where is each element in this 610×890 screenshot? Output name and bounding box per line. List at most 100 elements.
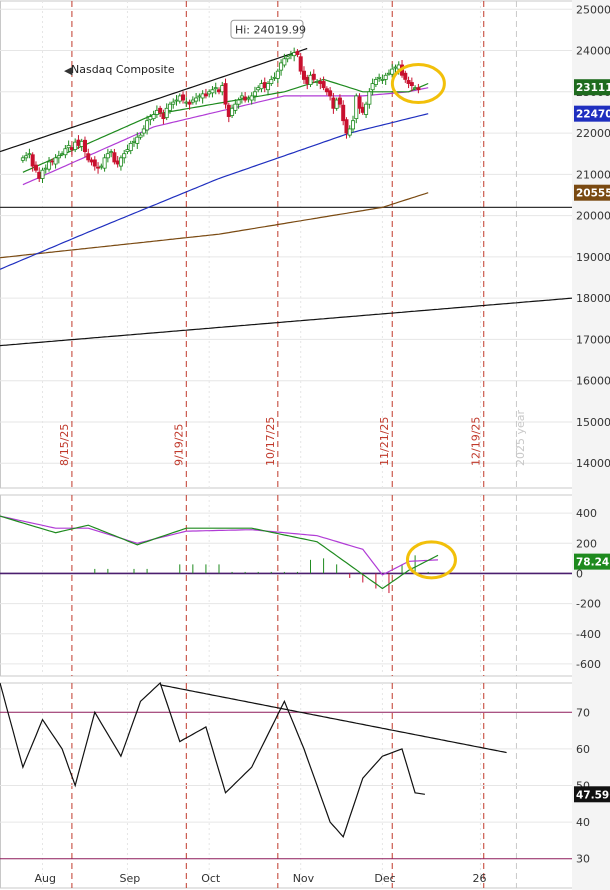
candle-body (194, 97, 199, 102)
candle-body (285, 56, 290, 60)
upper-trend-line (0, 47, 308, 153)
candle-body (220, 85, 225, 93)
candle-body (79, 140, 84, 147)
candle-body (102, 157, 107, 169)
main-y-tick: 25000 (576, 3, 610, 16)
macd-y-tick: -200 (576, 598, 601, 611)
candle-body (30, 154, 35, 167)
candle-body (20, 157, 25, 161)
lower-trend-line (0, 297, 573, 347)
candle-body (60, 153, 65, 156)
x-axis-label: Dec (374, 872, 395, 885)
chart-title: Nasdaq Composite (71, 63, 175, 76)
main-y-tick: 16000 (576, 375, 610, 388)
event-line-label: 11/21/25 (378, 417, 391, 466)
rsi-y-tick: 60 (576, 743, 590, 756)
candle-body (262, 82, 267, 89)
candle-body (390, 68, 395, 75)
candle-body (380, 79, 385, 81)
macd-pane-frame (0, 494, 573, 677)
macd-y-tick: -600 (576, 658, 601, 671)
candle-body (135, 136, 140, 144)
candle-body (324, 88, 329, 93)
candle-body (246, 97, 251, 100)
rsi-line (0, 681, 425, 838)
candle-body (99, 165, 104, 168)
candle-body (73, 141, 78, 150)
candle-body (373, 79, 378, 85)
candle-body (115, 160, 120, 165)
candle-body (203, 93, 208, 97)
candle-body (266, 83, 271, 91)
candle-body (233, 103, 238, 111)
price-tag (574, 184, 610, 201)
candle-body (230, 107, 235, 116)
macd-y-tick: 0 (576, 567, 583, 580)
x-axis-label: Sep (119, 872, 140, 885)
candle-body (161, 113, 166, 120)
macd-line (0, 515, 439, 590)
price-tag (574, 79, 610, 96)
candle-body (318, 81, 323, 84)
candle-body (92, 159, 97, 167)
candle-body (275, 70, 280, 79)
x-axis-label: Aug (34, 872, 55, 885)
candle-body (82, 139, 87, 153)
y-axis-strip (572, 0, 610, 890)
candle-body (89, 159, 94, 163)
main-y-tick: 24000 (576, 45, 610, 58)
macd-value-tag (574, 553, 610, 570)
candle-body (301, 70, 306, 80)
candle-body (210, 89, 215, 94)
candle-body (138, 134, 143, 138)
candle-body (207, 91, 212, 95)
candle-body (331, 97, 336, 109)
x-axis-label: 26 (472, 872, 486, 885)
main-y-tick: 14000 (576, 457, 610, 470)
candle-body (125, 149, 130, 153)
candle-body (416, 87, 421, 91)
candle-body (47, 161, 52, 170)
candle-body (308, 74, 313, 85)
candle-body (174, 99, 179, 102)
price-tag-text: 20555. (576, 188, 610, 200)
candle-body (383, 74, 388, 80)
candle-body (249, 95, 254, 101)
candle-body (154, 109, 159, 115)
candle-body (184, 101, 189, 104)
main-y-tick: 19000 (576, 251, 610, 264)
sma-brown-line (0, 192, 429, 259)
main-y-tick: 22000 (576, 127, 610, 140)
candle-body (295, 51, 300, 56)
candle-body (223, 83, 228, 105)
highlight-circle (390, 63, 446, 105)
candle-body (216, 89, 221, 93)
candle-body (122, 153, 127, 159)
candle-body (27, 153, 32, 156)
candle-body (86, 153, 91, 161)
candle-body (105, 153, 110, 159)
candle-body (239, 95, 244, 99)
candle-body (63, 148, 68, 156)
candle-body (56, 155, 61, 159)
candle-body (321, 81, 326, 89)
candle-body (341, 104, 346, 122)
candle-body (132, 140, 137, 143)
candle-body (69, 147, 74, 150)
macd-y-tick: 400 (576, 507, 597, 520)
rsi-y-tick: 70 (576, 706, 590, 719)
candle-body (259, 83, 264, 90)
candle-body (413, 87, 418, 90)
rsi-y-tick: 40 (576, 816, 590, 829)
candle-body (334, 99, 339, 109)
candle-body (109, 151, 114, 154)
candle-body (243, 96, 248, 101)
candle-body (386, 72, 391, 75)
candle-body (256, 87, 261, 91)
candle-body (236, 99, 241, 105)
candle-body (128, 142, 133, 152)
price-tag (574, 105, 610, 122)
candle-body (288, 54, 293, 57)
event-line-label: 9/19/25 (172, 424, 185, 466)
